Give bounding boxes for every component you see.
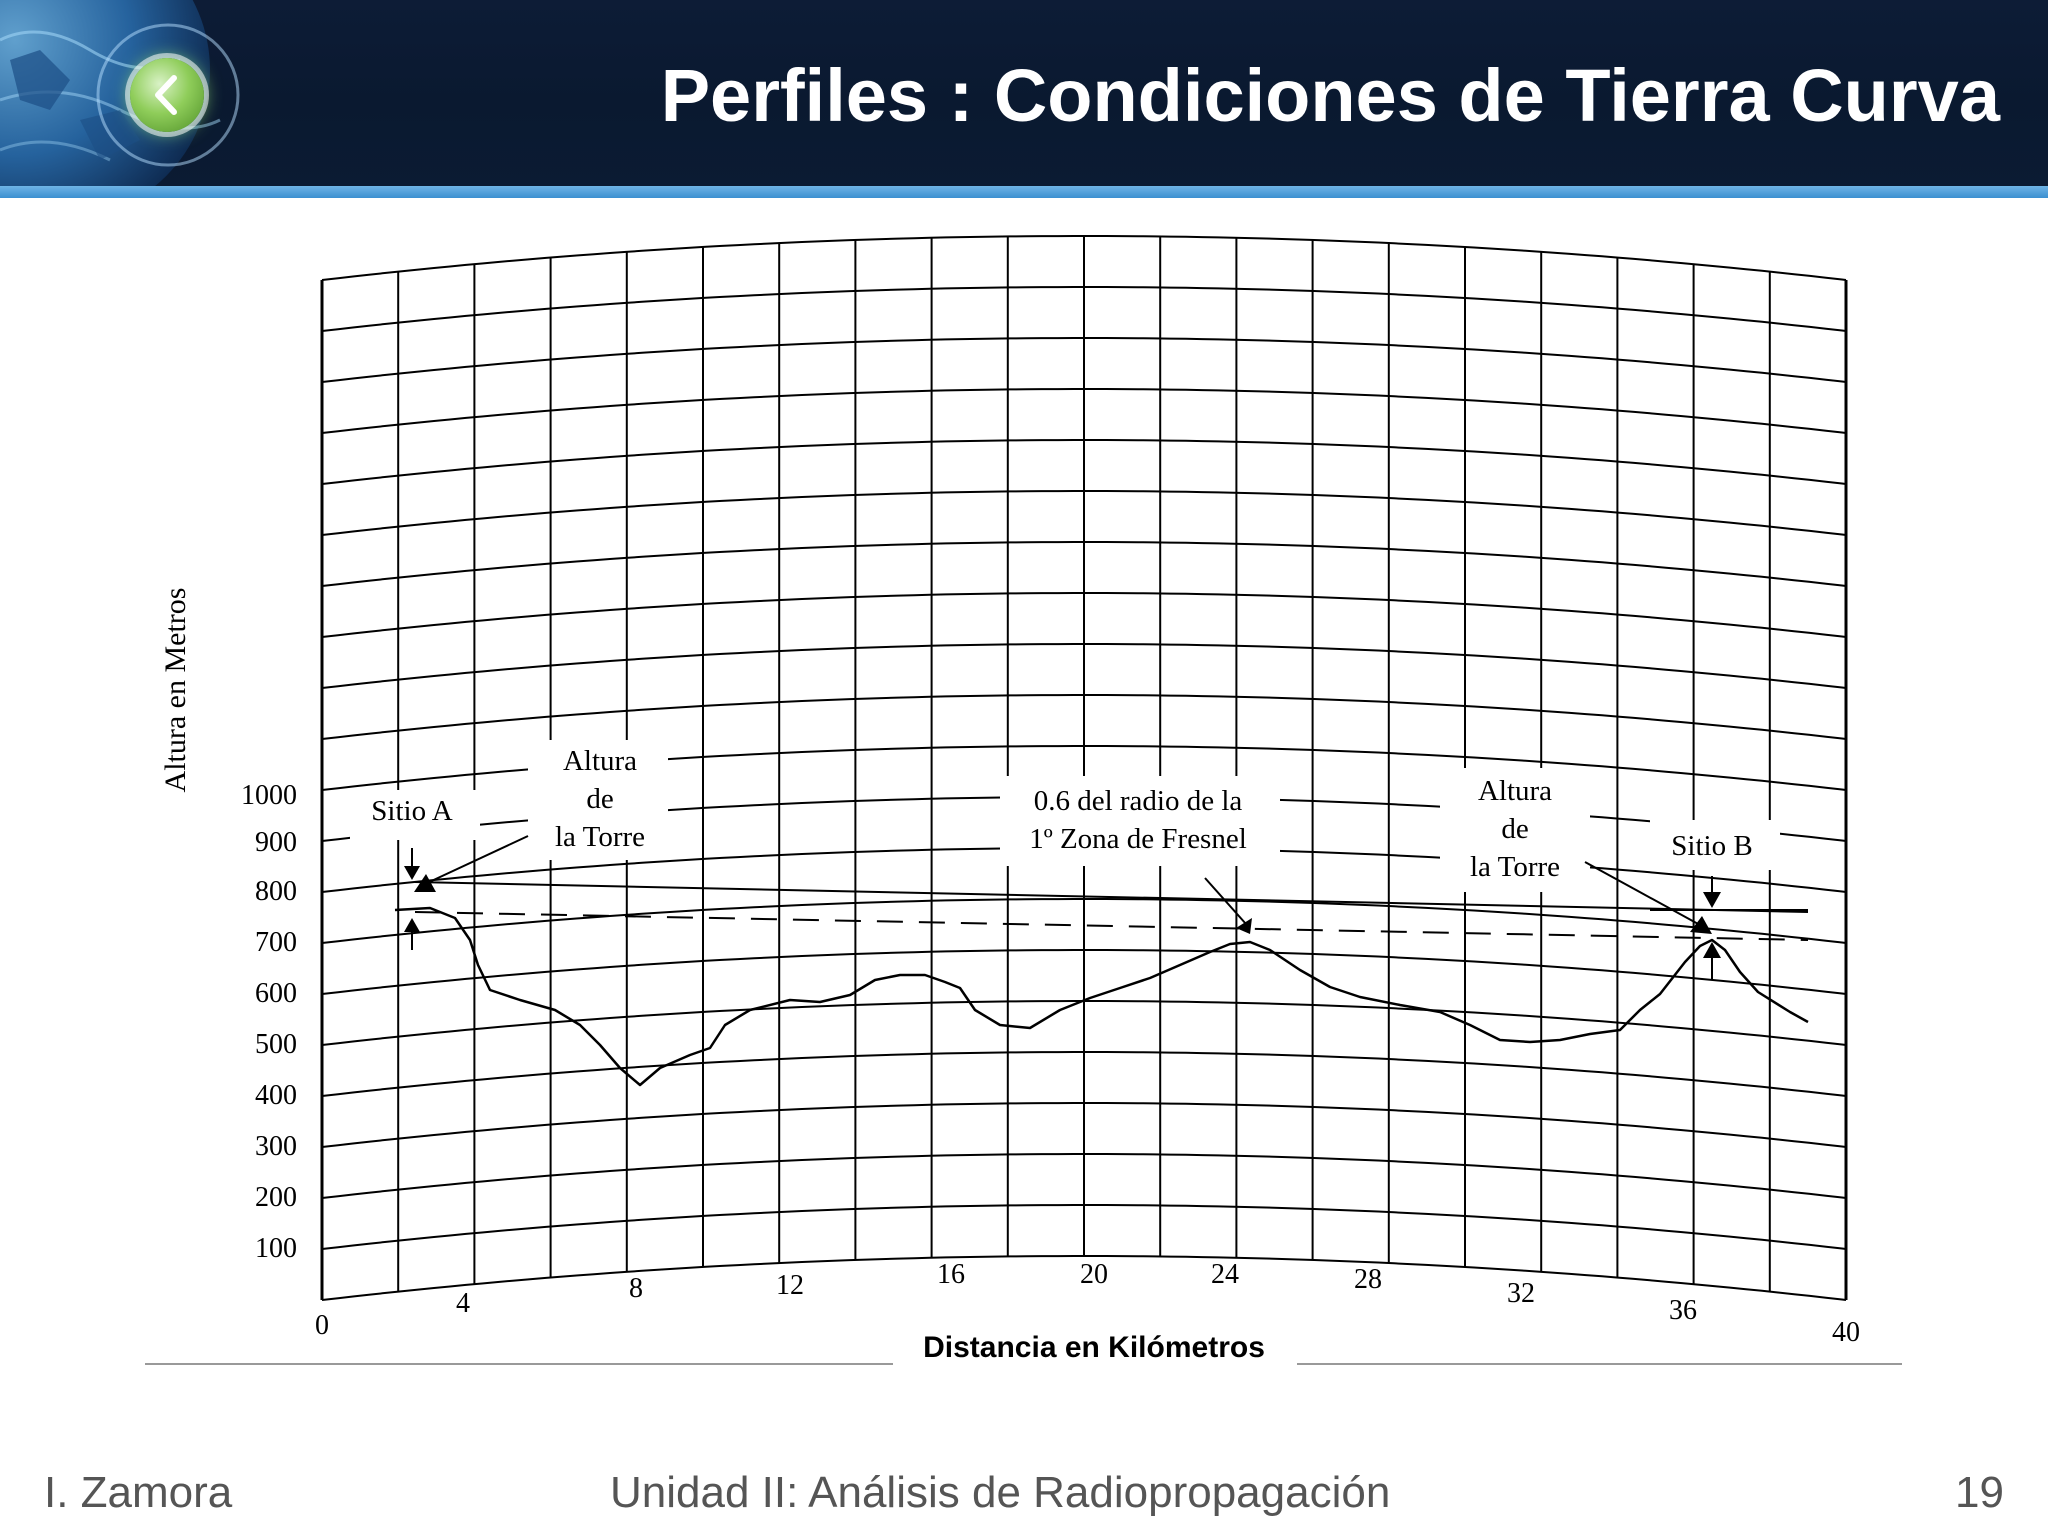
tower-height-right-line3: la Torre	[1470, 851, 1560, 883]
tower-height-right-line2: de	[1501, 813, 1528, 845]
y-tick-label: 300	[255, 1131, 297, 1162]
tower-height-left-line1: Altura	[563, 745, 637, 777]
grid-lines	[320, 235, 1848, 1301]
y-tick-label: 400	[255, 1080, 297, 1111]
site-a-label: Sitio A	[371, 795, 452, 827]
grid-horizontal-line	[321, 439, 1847, 485]
terrain-profile	[394, 906, 1809, 1087]
grid-horizontal-line	[321, 490, 1847, 536]
footer-course: Unidad II: Análisis de Radiopropagación	[610, 1468, 1391, 1517]
tower-right-arrowhead	[1690, 916, 1712, 934]
fresnel-label-line2: 1º Zona de Fresnel	[1029, 823, 1247, 855]
fresnel-label-line1: 0.6 del radio de la	[1034, 785, 1243, 817]
x-tick-label: 40	[1832, 1317, 1860, 1348]
tower-left-label-bg	[528, 740, 668, 860]
x-tick-label: 8	[629, 1273, 643, 1304]
x-tick-label: 12	[776, 1270, 804, 1301]
site-b-label: Sitio B	[1671, 830, 1752, 862]
site-a-arrowhead-up	[404, 918, 420, 932]
x-tick-label: 16	[937, 1259, 965, 1290]
fresnel-arrowhead	[1236, 918, 1252, 934]
y-tick-label: 900	[255, 827, 297, 858]
line-of-sight	[414, 881, 1809, 913]
grid-horizontal-line	[321, 1153, 1847, 1199]
tower-left-arrowhead	[414, 874, 436, 892]
fresnel-label-bg	[1000, 776, 1280, 866]
y-tick-label: 800	[255, 876, 297, 907]
tower-left-leader	[424, 835, 529, 885]
site-b-arrowhead-down	[1703, 892, 1721, 908]
grid-horizontal-line	[321, 643, 1847, 689]
x-tick-label: 36	[1669, 1295, 1697, 1326]
x-tick-label: 4	[456, 1288, 470, 1319]
grid-horizontal-line	[321, 235, 1847, 281]
y-tick-label: 1000	[241, 780, 297, 811]
x-axis-title-bg	[895, 1318, 1295, 1368]
tower-right-label-bg	[1440, 768, 1590, 892]
site-a-arrowhead-down	[404, 866, 420, 880]
site-b-label-bg	[1650, 820, 1780, 870]
back-button[interactable]	[130, 58, 204, 132]
tower-height-left-line3: la Torre	[555, 821, 645, 853]
grid-horizontal-line	[321, 898, 1847, 944]
fresnel-clearance-line	[414, 911, 1809, 941]
grid-horizontal-line	[321, 541, 1847, 587]
y-tick-label: 700	[255, 927, 297, 958]
x-tick-label: 0	[315, 1310, 329, 1341]
grid-horizontal-line	[321, 949, 1847, 995]
chevron-left-icon	[155, 75, 177, 115]
grid-horizontal-line	[321, 388, 1847, 434]
globe-graphic	[0, 0, 240, 186]
header-stripe	[0, 186, 2048, 198]
x-tick-label: 20	[1080, 1259, 1108, 1290]
grid-horizontal-line	[321, 1102, 1847, 1148]
grid-horizontal-line	[321, 1000, 1847, 1046]
x-tick-label: 24	[1211, 1259, 1239, 1290]
site-a-label-bg	[350, 790, 480, 840]
slide-header: Perfiles : Condiciones de Tierra Curva	[0, 0, 2048, 186]
grid-horizontal-line	[321, 1204, 1847, 1250]
y-tick-label: 600	[255, 978, 297, 1009]
tower-height-right-line1: Altura	[1478, 775, 1552, 807]
grid-horizontal-line	[321, 1051, 1847, 1097]
x-tick-label: 28	[1354, 1264, 1382, 1295]
y-axis-title: Altura en Metros	[159, 588, 192, 793]
grid-horizontal-line	[321, 1255, 1847, 1301]
y-tick-label: 200	[255, 1182, 297, 1213]
x-tick-label: 32	[1507, 1278, 1535, 1309]
footer-page-number: 19	[1955, 1468, 2004, 1517]
grid-horizontal-line	[321, 694, 1847, 740]
tower-right-leader	[1584, 861, 1701, 926]
y-tick-label: 500	[255, 1029, 297, 1060]
grid-horizontal-line	[321, 592, 1847, 638]
y-tick-label: 100	[255, 1233, 297, 1264]
site-b-arrowhead-up	[1703, 942, 1721, 958]
x-axis-title: Distancia en Kilómetros	[923, 1331, 1265, 1364]
grid-horizontal-line	[321, 286, 1847, 332]
terrain-line	[394, 906, 1809, 1087]
grid-horizontal-line	[321, 337, 1847, 383]
fresnel-leader	[1204, 877, 1247, 925]
slide-title: Perfiles : Condiciones de Tierra Curva	[660, 54, 2000, 137]
tower-height-left-line2: de	[586, 783, 613, 815]
footer-author: I. Zamora	[44, 1468, 233, 1517]
